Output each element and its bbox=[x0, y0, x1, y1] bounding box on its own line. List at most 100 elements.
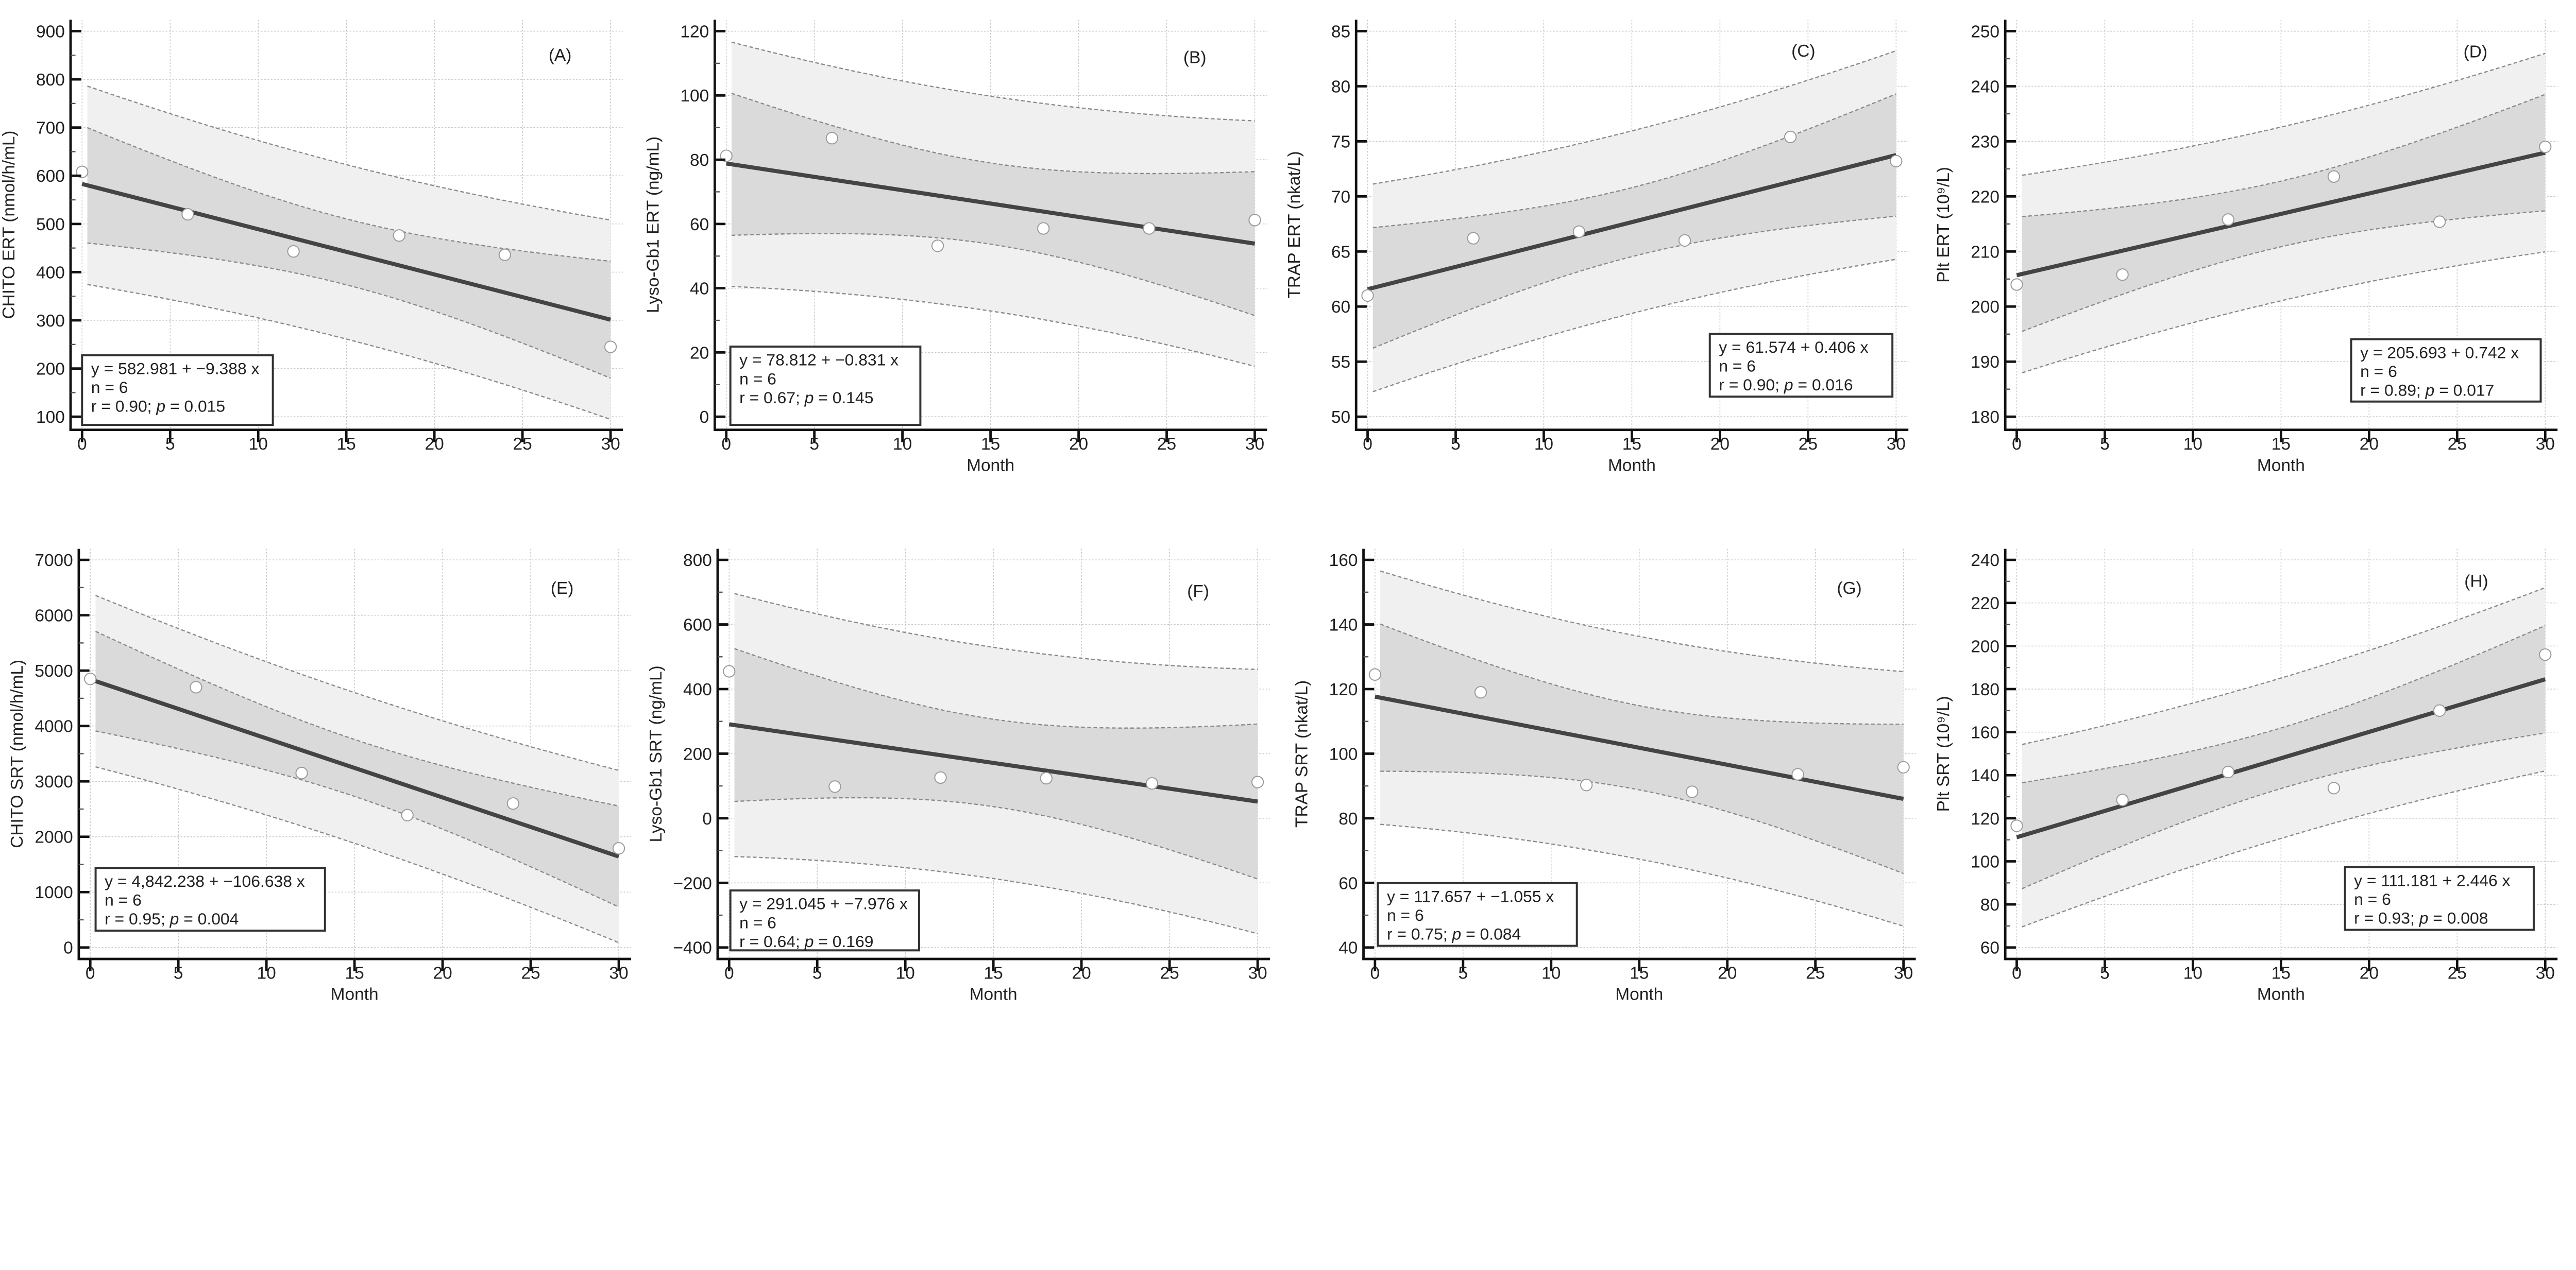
x-tick-label: 0 bbox=[1370, 964, 1380, 983]
x-tick-label: 0 bbox=[2012, 435, 2022, 454]
x-tick-label: 15 bbox=[345, 964, 364, 983]
prediction-band-lower-edge bbox=[87, 284, 611, 420]
stats-box-frame bbox=[94, 867, 326, 932]
correlation-stats: r = 0.93; p = 0.008 bbox=[2354, 909, 2488, 928]
x-tick-label: 5 bbox=[812, 964, 822, 983]
r-value: r = 0.89; bbox=[2360, 381, 2426, 400]
x-tick-label: 15 bbox=[1630, 964, 1649, 983]
x-axis-title: Month bbox=[967, 456, 1014, 475]
correlation-stats: r = 0.67; p = 0.145 bbox=[739, 388, 873, 407]
stats-box: y = 78.812 + −0.831 xn = 6r = 0.67; p = … bbox=[729, 345, 922, 426]
x-tick-label: 5 bbox=[2100, 964, 2110, 983]
y-tick-label: 20 bbox=[690, 344, 709, 363]
x-tick-label: 10 bbox=[249, 435, 268, 454]
sample-size: n = 6 bbox=[2360, 362, 2397, 381]
prediction-band-lower-edge bbox=[2022, 770, 2546, 928]
x-tick-label: 20 bbox=[2360, 964, 2379, 983]
y-tick-label: 400 bbox=[36, 263, 65, 282]
y-axis-title: Lyso-Gb1 SRT (ng/mL) bbox=[647, 665, 666, 842]
confidence-band-lower-edge bbox=[734, 797, 1258, 880]
y-tick-label: 600 bbox=[36, 167, 65, 186]
data-point bbox=[2116, 794, 2129, 806]
x-tick-label: 30 bbox=[1245, 435, 1264, 454]
x-tick-label: 5 bbox=[2100, 435, 2110, 454]
y-tick-label: 4000 bbox=[35, 717, 73, 736]
x-axis-title: Month bbox=[1615, 985, 1663, 1004]
y-tick-label: 160 bbox=[1329, 551, 1358, 570]
p-symbol: p bbox=[1452, 925, 1462, 943]
x-tick-label: 10 bbox=[1534, 435, 1553, 454]
r-value: r = 0.90; bbox=[91, 397, 157, 416]
data-point bbox=[498, 248, 512, 261]
stats-box: y = 205.693 + 0.742 xn = 6r = 0.89; p = … bbox=[2350, 338, 2542, 403]
sample-size: n = 6 bbox=[739, 913, 776, 932]
y-tick-label: 5000 bbox=[35, 662, 73, 681]
y-tick-label: 100 bbox=[36, 408, 65, 427]
x-tick-label: 0 bbox=[86, 964, 95, 983]
data-point bbox=[1897, 761, 1910, 774]
y-tick-label: 1000 bbox=[35, 883, 73, 902]
x-tick-label: 15 bbox=[337, 435, 356, 454]
data-point bbox=[1251, 776, 1264, 788]
y-tick-label: 55 bbox=[1331, 353, 1350, 372]
x-axis-title: Month bbox=[970, 985, 1018, 1004]
y-tick-label: 2000 bbox=[35, 828, 73, 847]
y-tick-label: 6000 bbox=[35, 607, 73, 626]
p-value: = 0.004 bbox=[179, 909, 239, 928]
x-tick-label: 15 bbox=[2272, 435, 2291, 454]
regression-line bbox=[1367, 153, 1897, 291]
data-point bbox=[612, 842, 625, 855]
x-tick-label: 0 bbox=[2012, 964, 2022, 983]
x-axis-title: Month bbox=[1608, 456, 1656, 475]
y-axis-title: Plt ERT (10⁹/L) bbox=[1934, 167, 1953, 283]
y-tick-label: 140 bbox=[1971, 766, 1999, 785]
regression-equation: y = 61.574 + 0.406 x bbox=[1719, 338, 1868, 356]
confidence-band-lower-edge bbox=[1372, 215, 1896, 349]
stats-box: y = 61.574 + 0.406 xn = 6r = 0.90; p = 0… bbox=[1708, 333, 1894, 398]
p-symbol: p bbox=[170, 909, 179, 928]
r-value: r = 0.75; bbox=[1387, 925, 1452, 943]
x-tick-label: 20 bbox=[1718, 964, 1737, 983]
p-value: = 0.008 bbox=[2428, 909, 2488, 928]
y-tick-label: 80 bbox=[1338, 810, 1358, 829]
x-axis-title: Month bbox=[331, 985, 379, 1004]
data-point bbox=[1572, 225, 1585, 238]
y-tick-label: 140 bbox=[1329, 616, 1358, 635]
stats-box: y = 582.981 + −9.388 xn = 6r = 0.90; p =… bbox=[81, 354, 274, 426]
stats-box-frame bbox=[2350, 338, 2542, 403]
y-tick-label: 500 bbox=[36, 215, 65, 234]
y-tick-label: 240 bbox=[1971, 551, 1999, 570]
y-axis-title: CHITO ERT (nmol/h/mL) bbox=[0, 130, 19, 319]
data-point bbox=[723, 665, 736, 678]
sample-size: n = 6 bbox=[739, 369, 776, 388]
data-point bbox=[1145, 777, 1159, 790]
data-point bbox=[190, 681, 202, 694]
regression-equation: y = 111.181 + 2.446 x bbox=[2354, 871, 2510, 889]
data-point bbox=[1040, 771, 1053, 785]
y-tick-label: 600 bbox=[683, 616, 712, 635]
x-tick-label: 15 bbox=[981, 435, 1000, 454]
x-tick-label: 0 bbox=[721, 435, 731, 454]
x-tick-label: 20 bbox=[433, 964, 452, 983]
y-tick-label: 85 bbox=[1331, 22, 1350, 41]
p-symbol: p bbox=[1784, 375, 1793, 394]
regression-line bbox=[1375, 694, 1904, 801]
sample-size: n = 6 bbox=[1719, 357, 1756, 375]
prediction-band-lower-edge bbox=[95, 766, 619, 943]
correlation-stats: r = 0.75; p = 0.084 bbox=[1387, 925, 1521, 943]
p-value: = 0.016 bbox=[1793, 375, 1853, 394]
panel-label: (E) bbox=[551, 579, 574, 598]
data-point bbox=[2433, 215, 2446, 228]
sample-size: n = 6 bbox=[91, 378, 128, 397]
y-tick-label: 300 bbox=[36, 312, 65, 331]
r-value: r = 0.90; bbox=[1719, 375, 1784, 394]
p-value: = 0.145 bbox=[814, 388, 873, 407]
y-tick-label: 240 bbox=[1971, 77, 1999, 96]
data-point bbox=[1368, 668, 1381, 681]
y-tick-label: 0 bbox=[700, 408, 709, 427]
x-tick-label: 30 bbox=[2536, 964, 2555, 983]
x-tick-label: 10 bbox=[896, 964, 915, 983]
p-value: = 0.169 bbox=[814, 932, 873, 951]
y-tick-label: 60 bbox=[1331, 298, 1350, 317]
